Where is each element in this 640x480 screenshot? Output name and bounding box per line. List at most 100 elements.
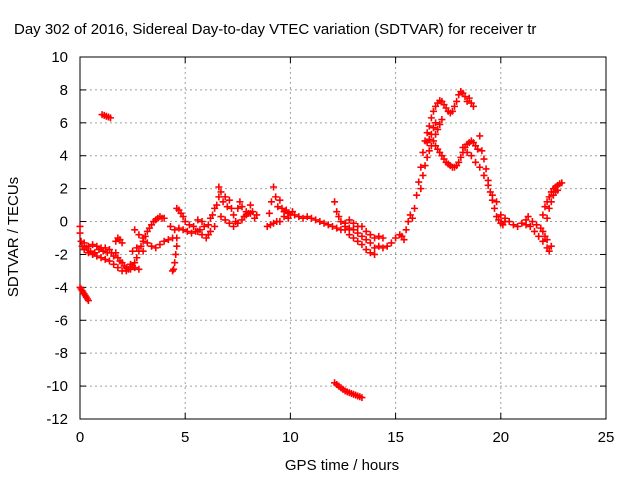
data-point (341, 219, 349, 227)
data-point (328, 222, 336, 230)
data-point (80, 239, 88, 247)
data-point (533, 221, 541, 229)
data-point (160, 214, 168, 222)
data-point (219, 198, 227, 206)
data-point (173, 242, 181, 250)
data-point (345, 216, 353, 224)
data-point (476, 132, 484, 140)
data-point (265, 209, 273, 217)
data-point (230, 211, 238, 219)
data-point (84, 297, 92, 305)
data-point (110, 260, 118, 268)
data-point (493, 198, 501, 206)
data-point (350, 226, 358, 234)
data-point (438, 116, 446, 124)
data-point (156, 241, 164, 249)
data-point (417, 185, 425, 193)
data-point (345, 231, 353, 239)
data-point (80, 246, 88, 254)
data-point (303, 213, 311, 221)
y-tick-label: 2 (60, 181, 68, 198)
data-point (211, 222, 219, 230)
data-point (183, 227, 191, 235)
data-point (358, 232, 366, 240)
data-point (170, 265, 178, 273)
data-point (436, 120, 444, 128)
data-point (371, 250, 379, 258)
data-point (107, 114, 115, 122)
data-point (198, 231, 206, 239)
data-point (331, 198, 339, 206)
data-point (432, 119, 440, 127)
data-point (472, 158, 480, 166)
data-point (225, 196, 233, 204)
y-tick-label: -4 (55, 279, 68, 296)
data-point (509, 221, 517, 229)
data-point (530, 227, 538, 235)
data-point (160, 237, 168, 245)
data-point (316, 218, 324, 226)
x-tick-label: 25 (598, 429, 615, 446)
data-point (392, 234, 400, 242)
data-point (429, 124, 437, 132)
data-point (478, 147, 486, 155)
data-point (166, 222, 174, 230)
data-point (204, 221, 212, 229)
data-point (135, 231, 143, 239)
data-point (171, 259, 179, 267)
data-point (276, 218, 284, 226)
data-point (112, 249, 120, 257)
data-point (185, 221, 193, 229)
data-point (469, 102, 477, 110)
data-point (484, 181, 492, 189)
data-point (84, 242, 92, 250)
data-point (379, 244, 387, 252)
data-point (200, 222, 208, 230)
data-point (350, 219, 358, 227)
data-point (421, 162, 429, 170)
data-point (453, 97, 461, 105)
data-point (105, 257, 113, 265)
data-point (419, 171, 427, 179)
data-point (225, 219, 233, 227)
data-point (242, 211, 250, 219)
data-point (172, 250, 180, 258)
data-point (137, 242, 145, 250)
data-point (246, 201, 254, 209)
data-point (366, 249, 374, 257)
data-point (501, 214, 509, 222)
data-point (246, 209, 254, 217)
data-point (434, 125, 442, 133)
data-point (535, 232, 543, 240)
data-point (427, 130, 435, 138)
data-point (139, 234, 147, 242)
data-point (227, 204, 235, 212)
data-point (541, 203, 549, 211)
data-point (320, 219, 328, 227)
data-point (425, 135, 433, 143)
data-point (457, 153, 465, 161)
data-point (337, 218, 345, 226)
data-point (425, 147, 433, 155)
data-point (276, 196, 284, 204)
data-point (383, 242, 391, 250)
data-point (179, 213, 187, 221)
data-point (188, 229, 196, 237)
data-point (524, 213, 532, 221)
data-point (455, 158, 463, 166)
data-point (505, 218, 513, 226)
x-tick-label: 10 (282, 429, 299, 446)
data-point (427, 114, 435, 122)
data-point (89, 250, 97, 258)
data-point (366, 231, 374, 239)
grid (80, 57, 606, 419)
data-point (291, 211, 299, 219)
data-point (404, 218, 412, 226)
y-tick-label: -8 (55, 345, 68, 362)
data-point (295, 213, 303, 221)
data-point (474, 145, 482, 153)
data-point (93, 252, 101, 260)
data-point (215, 183, 223, 191)
y-tick-label: -12 (46, 411, 68, 428)
